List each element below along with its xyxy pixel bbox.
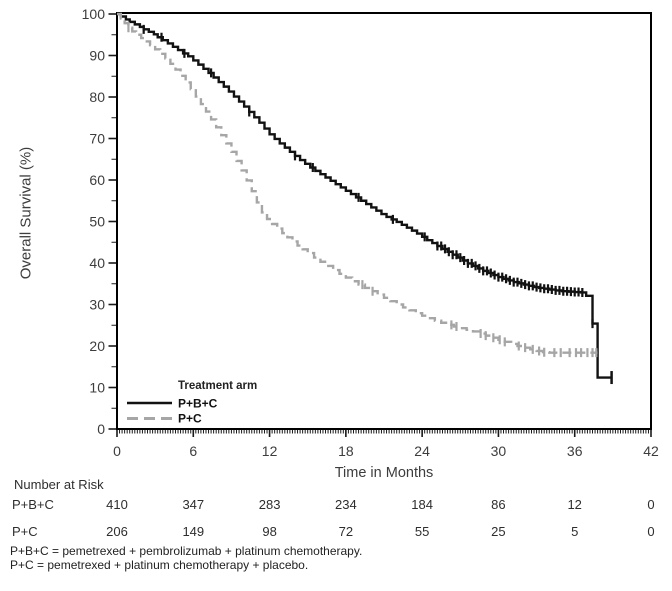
- risk-value: 184: [411, 497, 433, 512]
- x-tick-label: 24: [414, 443, 430, 459]
- legend: Treatment arm P+B+C P+C: [127, 380, 257, 426]
- y-tick-label: 60: [89, 172, 105, 188]
- footnote-pbc: P+B+C = pemetrexed + pembrolizumab + pla…: [10, 544, 363, 558]
- x-tick-label: 18: [338, 443, 354, 459]
- y-tick-label: 40: [89, 255, 105, 271]
- risk-value: 72: [338, 524, 354, 539]
- risk-value: 234: [335, 497, 357, 512]
- y-tick-label: 20: [89, 338, 105, 354]
- risk-value: 98: [262, 524, 277, 539]
- legend-label-pc: P+C: [178, 412, 202, 426]
- x-tick-label: 42: [643, 443, 659, 459]
- risk-value: 5: [571, 524, 579, 539]
- x-tick-label: 30: [491, 443, 507, 459]
- x-axis-tick-labels: 0 6 12 18 24 30 36 42: [113, 443, 659, 459]
- y-tick-label: 0: [97, 421, 105, 437]
- plot-frame: [116, 12, 652, 430]
- x-axis-title: Time in Months: [334, 465, 434, 481]
- risk-value: 283: [258, 497, 281, 512]
- y-tick-label: 70: [89, 131, 105, 147]
- risk-value: 12: [567, 497, 582, 512]
- risk-table-title: Number at Risk: [14, 477, 104, 492]
- x-tick-label: 12: [262, 443, 278, 459]
- risk-value: 410: [106, 497, 128, 512]
- y-axis-tick-labels: 0 10 20 30 40 50 60 70 80 90 100: [82, 6, 106, 437]
- risk-value: 25: [491, 524, 506, 539]
- legend-title: Treatment arm: [178, 380, 257, 392]
- y-tick-label: 100: [82, 6, 106, 22]
- x-axis-ticks: [116, 430, 652, 437]
- risk-value: 347: [182, 497, 205, 512]
- risk-value: 0: [647, 497, 655, 512]
- risk-row-pbc: P+B+C 410 347 283 234 184 86 12 0: [0, 497, 672, 512]
- survival-chart: 0 10 20 30 40 50 60 70 80 90 100 0 6 12 18 24 30 36 42 Tr…: [82, 6, 659, 459]
- curve-PC: [117, 12, 598, 354]
- curve-PBC: [117, 12, 612, 379]
- legend-label-pbc: P+B+C: [178, 397, 218, 411]
- x-tick-label: 36: [567, 443, 583, 459]
- y-tick-label: 90: [89, 48, 105, 64]
- y-axis-title: Overall Survival (%): [17, 146, 35, 280]
- x-tick-label: 0: [113, 443, 121, 459]
- x-tick-label: 6: [189, 443, 197, 459]
- censor-ticks-PC: [127, 23, 598, 358]
- risk-value: 0: [647, 524, 655, 539]
- y-tick-label: 80: [89, 89, 105, 105]
- risk-value: 149: [182, 524, 205, 539]
- y-axis-ticks: [108, 13, 116, 430]
- y-tick-label: 50: [89, 214, 105, 230]
- risk-value: 86: [491, 497, 506, 512]
- footnote-pc: P+C = pemetrexed + platinum chemotherapy…: [10, 558, 309, 572]
- risk-row-label: P+C: [12, 524, 38, 539]
- risk-value: 206: [106, 524, 128, 539]
- y-tick-label: 10: [89, 380, 105, 396]
- censor-ticks-PBC: [142, 24, 594, 329]
- risk-value: 55: [414, 524, 430, 539]
- survival-curves: [117, 12, 613, 385]
- y-tick-label: 30: [89, 297, 105, 313]
- risk-row-label: P+B+C: [12, 497, 54, 512]
- risk-row-pc: P+C 206 149 98 72 55 25 5 0: [0, 524, 672, 539]
